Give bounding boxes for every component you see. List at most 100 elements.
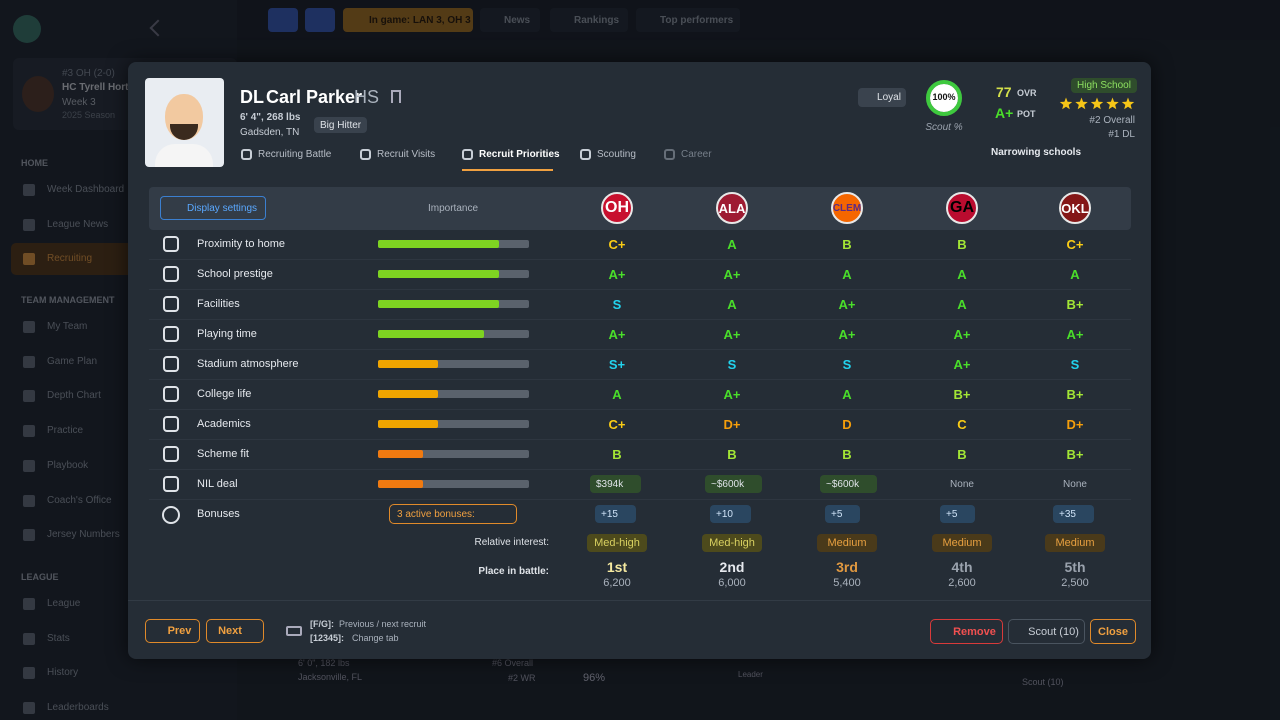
row-divider (149, 349, 1131, 350)
grade: D (842, 417, 852, 432)
row-icon (163, 356, 179, 372)
tab[interactable]: Recruiting Battle (258, 149, 332, 160)
row-icon (163, 386, 179, 402)
importance-bar (378, 390, 439, 398)
recruit-position: DL (240, 87, 264, 107)
tab[interactable]: Recruit Visits (377, 149, 436, 160)
importance-track (378, 480, 529, 488)
recruit-size: 6' 4", 268 lbs (240, 112, 301, 123)
avatar-beard (170, 124, 198, 140)
row-label: Academics (197, 418, 251, 430)
loyal-chip: Loyal (858, 88, 906, 107)
grade: A+ (1066, 327, 1084, 342)
interest-chip: Med-high (702, 534, 762, 552)
pot: A+ (995, 105, 1014, 121)
importance-track (378, 390, 529, 398)
grade: B (612, 447, 622, 462)
row-divider (149, 319, 1131, 320)
importance-bar (378, 480, 424, 488)
bonus-chip: +10 (710, 505, 751, 523)
battle-points: 6,200 (603, 577, 631, 589)
pot-label: POT (1017, 109, 1036, 119)
row-label: Bonuses (197, 508, 240, 520)
grade: C (957, 417, 967, 432)
grade: A (842, 267, 852, 282)
level-chip: High School (1071, 78, 1137, 93)
bookmark[interactable] (391, 90, 401, 103)
school-logo: OKL (1059, 192, 1091, 224)
next-button[interactable]: Next (206, 619, 264, 643)
grade: D+ (1066, 417, 1084, 432)
scout-button[interactable]: Scout (10) (1008, 619, 1085, 644)
importance-header: Importance (428, 203, 479, 214)
grade: A+ (608, 327, 626, 342)
nil-chip: $394k (590, 475, 642, 493)
place: 2nd (719, 559, 745, 575)
row-icon (163, 446, 179, 462)
grade: B+ (1066, 297, 1084, 312)
settings-button[interactable]: Display settings (160, 196, 266, 220)
star (1121, 97, 1135, 110)
position-rank: #1 DL (1108, 129, 1135, 140)
overall-rank: #2 Overall (1089, 115, 1135, 126)
row-icon (163, 236, 179, 252)
stars (1059, 97, 1135, 110)
bonus-summary[interactable]: 3 active bonuses: (389, 504, 517, 524)
importance-bar (378, 300, 499, 308)
grade: B+ (953, 387, 971, 402)
row-label: NIL deal (197, 478, 238, 490)
tab[interactable]: Recruit Priorities (479, 149, 560, 160)
bonus-chip: +15 (595, 505, 636, 523)
nil-chip: ~$600k (705, 475, 763, 493)
importance-bar (378, 330, 484, 338)
row-label: Scheme fit (197, 448, 249, 460)
grade: A+ (953, 357, 971, 372)
recruit-hometown: Gadsden, TN (240, 127, 300, 138)
school-logo: ALA (716, 192, 748, 224)
row-divider (149, 379, 1131, 380)
nil-chip: ~$600k (820, 475, 878, 493)
row-label: Facilities (197, 298, 240, 310)
school-logo: GA (946, 192, 978, 224)
ring-value (926, 80, 962, 116)
nil-chip: None (950, 478, 974, 490)
importance-bar (378, 420, 439, 428)
ovr: 77 (996, 84, 1012, 100)
grade: D+ (723, 417, 741, 432)
close-button[interactable]: Close (1090, 619, 1136, 644)
row-divider (149, 499, 1131, 500)
importance-bar (378, 240, 499, 248)
keyboard-icon (286, 626, 302, 636)
tab[interactable]: Scouting (597, 149, 636, 160)
key-hint-text: Change tab (352, 633, 399, 643)
modal: DL Carl Parker HS 6' 4", 268 lbs Gadsden, TN… (128, 62, 1151, 659)
row-icon (163, 296, 179, 312)
grade: A+ (723, 387, 741, 402)
star (1075, 97, 1088, 110)
tab[interactable]: Career (681, 149, 712, 160)
battle-points: 2,500 (1061, 577, 1089, 589)
scout-label: 100% (932, 92, 956, 102)
importance-track (378, 360, 529, 368)
grade: S (1070, 357, 1080, 372)
star (1106, 97, 1119, 110)
prev-button[interactable]: Prev (145, 619, 200, 643)
row-icon (163, 476, 179, 492)
battle-label: Place in battle: (478, 566, 549, 577)
bonus-chip: +5 (825, 505, 861, 523)
place: 3rd (836, 559, 858, 575)
grade: S (842, 357, 852, 372)
row-divider (149, 259, 1131, 260)
bonus-chip: +5 (940, 505, 976, 523)
battle-points: 5,400 (833, 577, 861, 589)
remove-button[interactable]: Remove (930, 619, 1003, 644)
row-label: School prestige (197, 268, 273, 280)
grade: B (957, 237, 967, 252)
key-hint-text: Previous / next recruit (339, 619, 427, 629)
key-hint: [F/G]: (310, 619, 334, 629)
grade: S+ (608, 357, 626, 372)
grade: A (842, 387, 852, 402)
importance-bar (378, 270, 499, 278)
